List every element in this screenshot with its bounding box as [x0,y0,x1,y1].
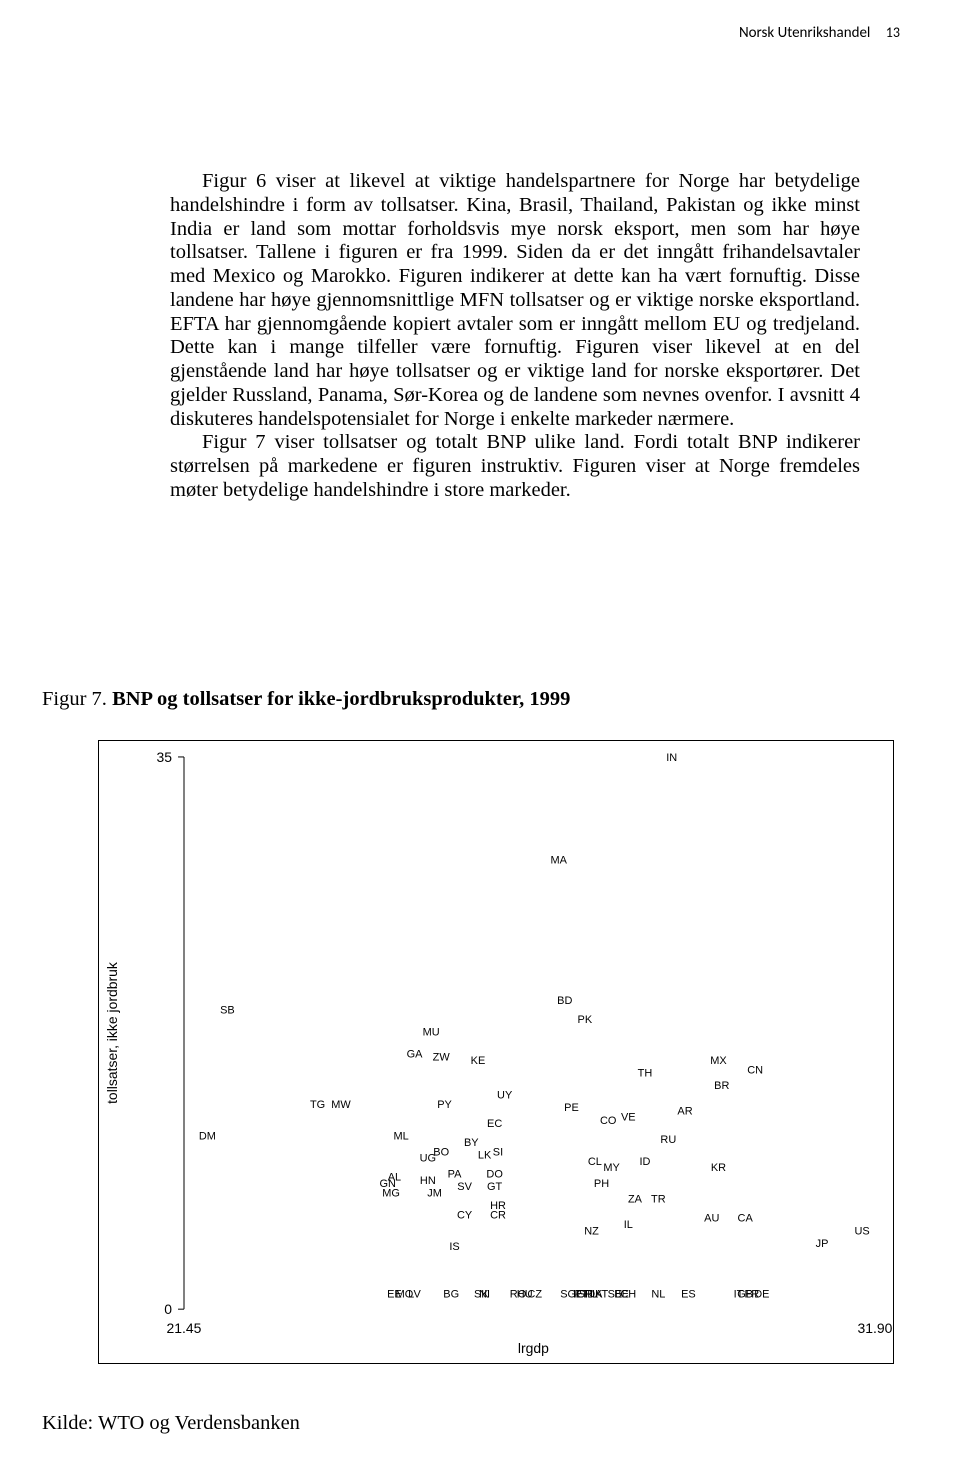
svg-text:TG: TG [310,1099,325,1111]
svg-text:IS: IS [449,1241,459,1253]
svg-text:BD: BD [557,995,572,1007]
svg-text:NI: NI [479,1288,490,1300]
svg-text:GT: GT [487,1181,503,1193]
svg-text:AT: AT [595,1288,608,1300]
running-title: Norsk Utenrikshandel [739,24,870,42]
paragraph-2: Figur 7 viser tollsatser og totalt BNP u… [170,431,860,502]
svg-text:LK: LK [478,1150,492,1162]
svg-text:GA: GA [407,1049,424,1061]
svg-text:KR: KR [711,1162,726,1174]
svg-text:US: US [854,1225,869,1237]
svg-text:CR: CR [490,1209,506,1221]
svg-text:NL: NL [651,1288,665,1300]
svg-text:BG: BG [443,1288,459,1300]
svg-text:UG: UG [420,1153,436,1165]
svg-text:JP: JP [816,1238,829,1250]
svg-text:PE: PE [564,1102,579,1114]
svg-text:KE: KE [471,1055,486,1067]
svg-text:PH: PH [594,1178,609,1190]
svg-text:BR: BR [714,1080,729,1092]
chart-svg: 0 35 21.45 31.9093 lrgdp tollsatser, ikke jor… [99,741,893,1363]
svg-text:DO: DO [486,1168,502,1180]
svg-text:MW: MW [331,1099,351,1111]
svg-text:HN: HN [420,1175,436,1187]
svg-text:CY: CY [457,1209,473,1221]
page: Norsk Utenrikshandel 13 Figur 6 viser at… [0,0,960,1458]
svg-text:JM: JM [427,1187,442,1199]
svg-text:DE: DE [754,1288,769,1300]
svg-text:tollsatser, ikke jordbruk: tollsatser, ikke jordbruk [104,962,120,1104]
svg-text:BY: BY [464,1137,479,1149]
page-number: 13 [886,24,900,41]
svg-text:MA: MA [551,854,568,866]
svg-text:35: 35 [157,749,173,765]
svg-text:MU: MU [423,1026,440,1038]
figure-label: Figur 7. [42,688,107,710]
svg-text:UY: UY [497,1090,513,1102]
running-head: Norsk Utenrikshandel 13 [739,24,900,42]
svg-text:SV: SV [457,1181,472,1193]
svg-text:PA: PA [448,1168,462,1180]
svg-text:PY: PY [437,1099,452,1111]
svg-text:CO: CO [600,1115,616,1127]
svg-text:IL: IL [624,1219,633,1231]
svg-text:MY: MY [603,1162,620,1174]
svg-text:MG: MG [382,1187,400,1199]
svg-text:MX: MX [710,1055,727,1067]
svg-text:CN: CN [747,1064,763,1076]
svg-text:CA: CA [738,1213,754,1225]
svg-text:VE: VE [621,1112,636,1124]
body-text: Figur 6 viser at likevel at viktige hand… [170,170,860,503]
svg-text:ZW: ZW [433,1052,451,1064]
svg-text:0: 0 [164,1301,172,1317]
figure-title: Figur 7. BNP og tollsatser for ikke-jord… [42,688,570,711]
svg-text:RU: RU [660,1134,676,1146]
svg-text:31.9093: 31.9093 [858,1320,893,1336]
svg-text:CH: CH [620,1288,636,1300]
source-line: Kilde: WTO og Verdensbanken [42,1412,300,1435]
paragraph-1: Figur 6 viser at likevel at viktige hand… [170,170,860,431]
svg-text:NZ: NZ [584,1225,599,1237]
svg-text:IN: IN [666,752,677,764]
svg-text:AU: AU [704,1213,719,1225]
svg-text:DM: DM [199,1131,216,1143]
svg-text:CL: CL [588,1156,602,1168]
svg-text:TH: TH [638,1067,653,1079]
svg-text:EC: EC [487,1118,502,1130]
chart: 0 35 21.45 31.9093 lrgdp tollsatser, ikke jor… [98,740,894,1364]
svg-text:ES: ES [681,1288,696,1300]
svg-text:LV: LV [408,1288,421,1300]
svg-text:CZ: CZ [527,1288,542,1300]
svg-text:PK: PK [578,1014,593,1026]
figure-title-text: BNP og tollsatser for ikke-jordbruksprod… [112,688,570,710]
svg-text:TR: TR [651,1194,666,1206]
svg-text:AR: AR [677,1105,692,1117]
svg-text:ML: ML [394,1131,409,1143]
svg-text:ID: ID [639,1156,650,1168]
svg-text:ZA: ZA [628,1194,643,1206]
svg-text:SI: SI [493,1146,503,1158]
svg-text:lrgdp: lrgdp [518,1340,549,1356]
svg-text:21.45: 21.45 [167,1320,202,1336]
svg-text:SB: SB [220,1004,235,1016]
